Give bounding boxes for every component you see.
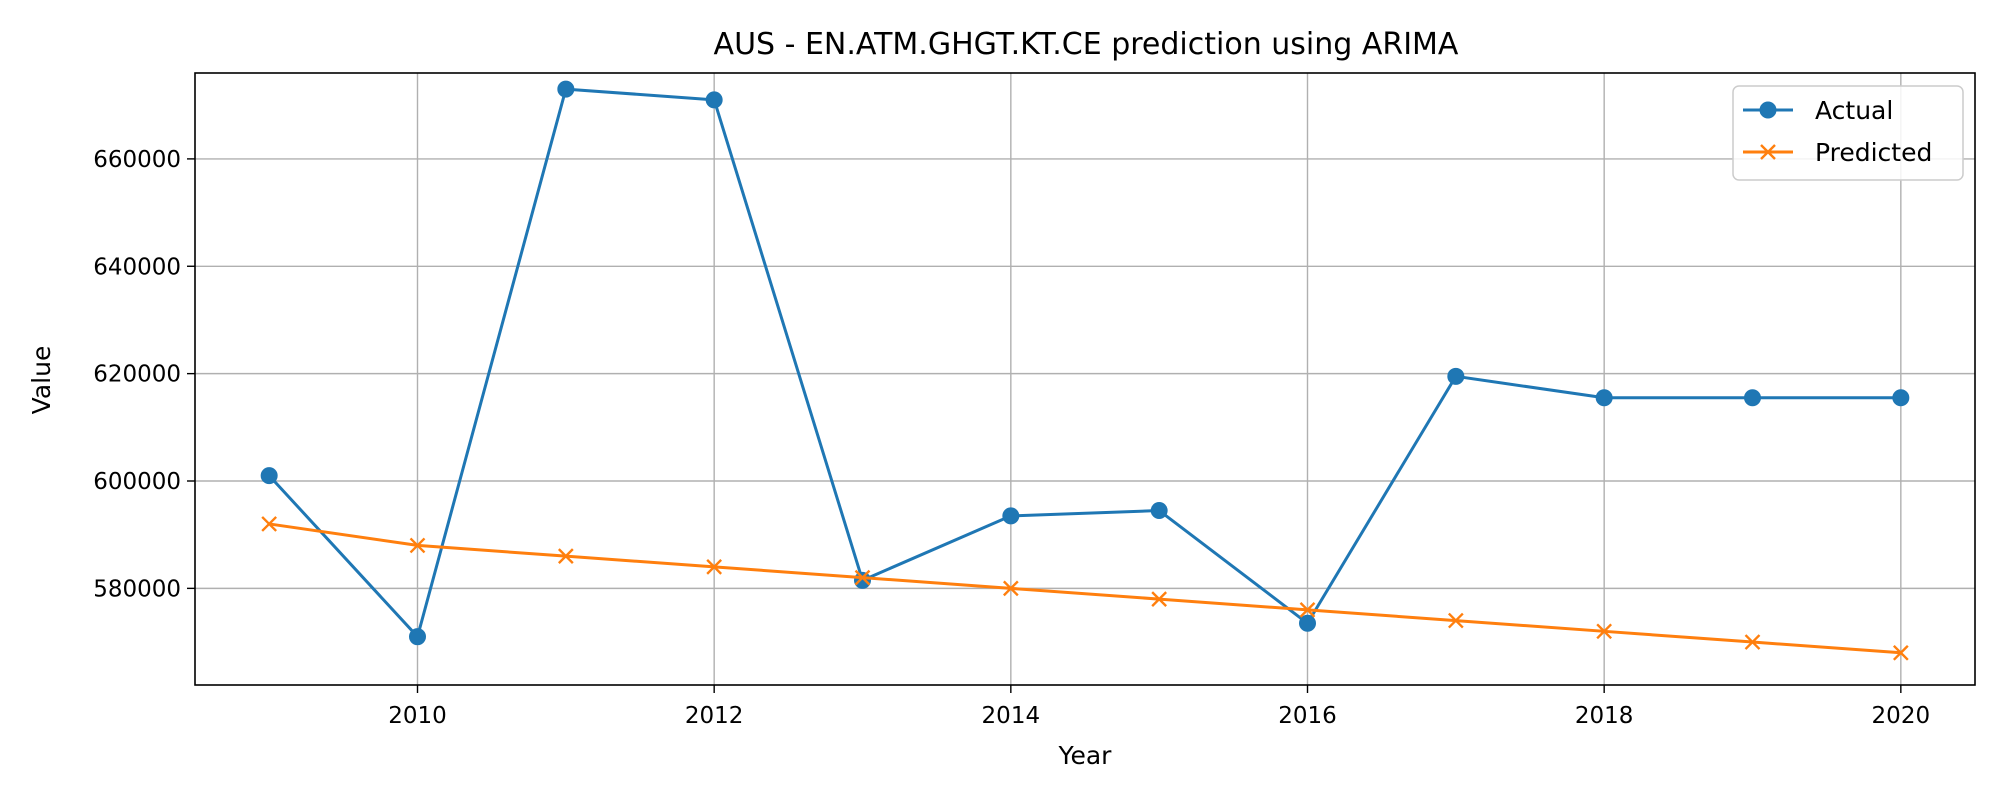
data-point-actual (1744, 389, 1761, 407)
legend-label-predicted: Predicted (1815, 138, 1932, 167)
x-tick-label: 2018 (1575, 703, 1634, 729)
data-point-predicted (261, 516, 278, 532)
plot-series (260, 80, 1910, 661)
data-point-predicted (1151, 591, 1168, 607)
legend: Actual Predicted (1732, 85, 1964, 181)
data-point-actual (1892, 389, 1910, 407)
x-tick-label: 2010 (388, 703, 447, 729)
data-point-predicted (409, 537, 426, 554)
data-point-predicted (1892, 644, 1909, 661)
data-point-predicted (854, 569, 871, 586)
y-tick-label: 620000 (93, 362, 181, 388)
data-point-actual (1150, 502, 1168, 520)
x-tick-label: 2012 (685, 703, 744, 729)
data-point-actual (260, 467, 278, 485)
data-point-predicted (1299, 601, 1316, 618)
series-line-predicted (268, 522, 1901, 655)
x-tick-label: 2020 (1872, 703, 1931, 729)
y-tick-label: 640000 (93, 254, 181, 280)
legend-marker-predicted (1760, 144, 1776, 160)
data-point-actual (705, 91, 723, 109)
legend-label-actual: Actual (1815, 96, 1893, 125)
data-point-predicted (1447, 612, 1464, 629)
x-tick-label: 2016 (1278, 703, 1337, 729)
data-point-predicted (706, 559, 723, 575)
data-point-predicted (1744, 634, 1761, 650)
data-point-predicted (1002, 580, 1019, 597)
series-line-actual (268, 87, 1901, 639)
axis-ticks: 2010 2012 2014 2016 2018 2020 580000 600000 6200… (93, 147, 1930, 729)
data-point-actual (557, 80, 575, 98)
y-tick-label: 600000 (93, 469, 181, 495)
data-point-actual (1595, 389, 1613, 407)
legend-marker-actual (1759, 101, 1777, 119)
chart-title: AUS - EN.ATM.GHGT.KT.CE prediction using… (714, 27, 1459, 62)
y-tick-label: 660000 (93, 147, 181, 173)
data-point-predicted (1596, 623, 1613, 640)
data-point-predicted (557, 548, 574, 565)
plot-frame (194, 72, 1976, 686)
data-point-actual (1299, 614, 1316, 632)
y-axis-label: Value (27, 346, 56, 415)
data-point-actual (854, 571, 871, 589)
x-tick-label: 2014 (982, 703, 1041, 729)
data-point-actual (1002, 507, 1020, 525)
x-axis-label: Year (1058, 741, 1113, 770)
data-point-actual (409, 628, 426, 646)
y-tick-label: 580000 (93, 576, 181, 602)
data-point-actual (1447, 367, 1465, 385)
